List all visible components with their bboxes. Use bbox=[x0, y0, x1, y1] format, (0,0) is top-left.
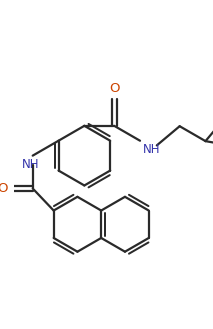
Text: O: O bbox=[0, 182, 8, 195]
Text: NH: NH bbox=[22, 159, 40, 171]
Text: O: O bbox=[109, 82, 119, 95]
Text: NH: NH bbox=[143, 142, 160, 156]
